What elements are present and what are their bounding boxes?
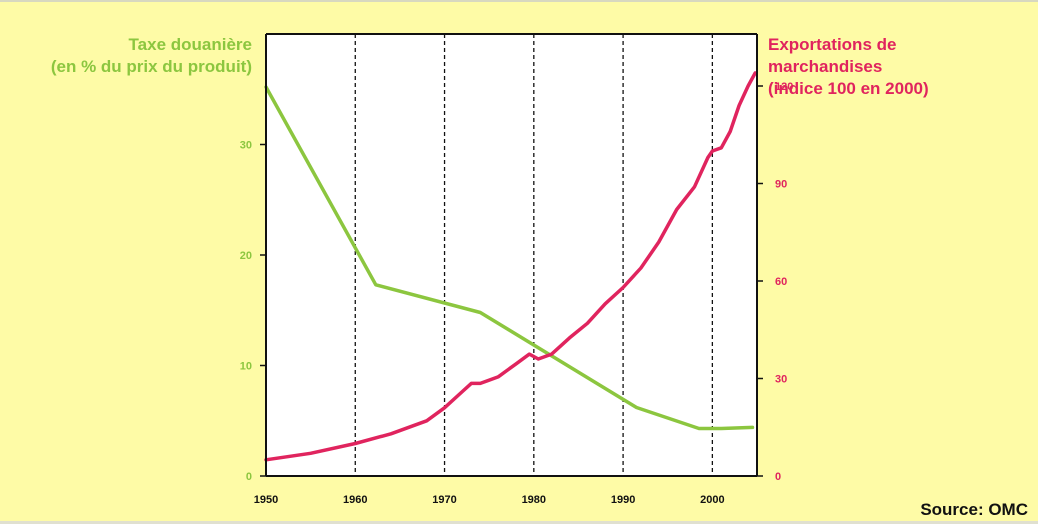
left-axis-label: Taxe douanière (en % du prix du produit)	[0, 34, 252, 78]
plot-area	[266, 34, 757, 476]
right-axis-label-line-3: (indice 100 en 2000)	[768, 79, 929, 98]
series-line-tariff	[264, 85, 755, 431]
left-tick-label: 0	[246, 471, 252, 483]
left-tick-label: 20	[240, 250, 252, 262]
top-border	[0, 0, 1038, 2]
left-axis-label-line-1: Taxe douanière	[128, 35, 252, 54]
right-axis-label-line-2: marchandises	[768, 57, 883, 76]
left-tick-label: 10	[240, 361, 252, 373]
x-tick-label: 1980	[522, 494, 546, 506]
right-tick-label: 60	[775, 276, 787, 288]
source-label: Source: OMC	[920, 500, 1028, 519]
right-tick-label: 90	[775, 179, 787, 191]
right-tick-label: 0	[775, 471, 781, 483]
x-tick-label: 1950	[254, 494, 278, 506]
left-axis-label-line-2: (en % du prix du produit)	[50, 57, 252, 76]
right-axis-label: Exportations de marchandises (indice 100…	[768, 34, 1028, 100]
x-tick-label: 2000	[700, 494, 724, 506]
x-tick-label: 1990	[611, 494, 635, 506]
x-tick-label: 1960	[343, 494, 367, 506]
x-tick-label: 1970	[432, 494, 456, 506]
left-tick-label: 30	[240, 140, 252, 152]
right-axis-label-line-1: Exportations de	[768, 35, 897, 54]
bottom-border	[0, 521, 1038, 524]
right-tick-label: 120	[775, 81, 793, 93]
series-line-exports	[264, 71, 757, 462]
right-tick-label: 30	[775, 374, 787, 386]
